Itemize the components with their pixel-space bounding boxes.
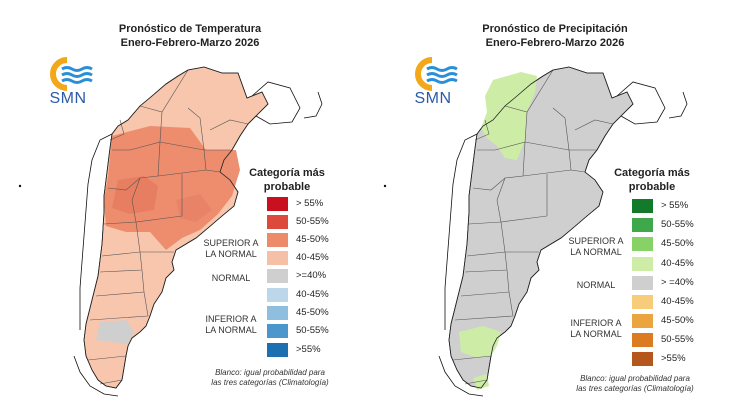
temperature-50-55-spot <box>112 176 158 214</box>
legend-swatch-sup-2 <box>267 215 288 229</box>
smn-logo: SMN <box>38 54 108 110</box>
legend-label-inf-1: 40-45% <box>661 296 694 307</box>
precipitation-40-45-north-region <box>481 72 537 160</box>
precipitation-title: Pronóstico de Precipitación <box>482 23 628 35</box>
legend-label-sup-3: 45-50% <box>661 238 694 249</box>
legend-label-sup-1: > 55% <box>296 198 324 209</box>
neighbor-coast-1 <box>303 91 323 119</box>
legend-label-inf-2: 45-50% <box>661 315 694 326</box>
legend-group-superior: SUPERIOR A LA NORMAL <box>196 238 266 260</box>
legend-label-inf-2: 45-50% <box>296 307 329 318</box>
legend-note-line1: Blanco: igual probabilidad para <box>580 374 690 383</box>
legend-label-sup-2: 50-55% <box>296 216 329 227</box>
neighbor-border-1 <box>251 81 301 125</box>
legend-swatch-sup-4 <box>267 251 288 265</box>
legend-label-sup-2: 50-55% <box>661 219 694 230</box>
legend-title: Categoría más <box>249 167 325 179</box>
coastline-lines <box>438 81 688 397</box>
southern-coast-line <box>438 355 484 397</box>
anomaly-regions <box>96 126 240 344</box>
temperature-normal-region <box>96 320 134 344</box>
legend-swatch-sup-3 <box>632 237 653 251</box>
legend-group-superior-line2: LA NORMAL <box>570 247 622 257</box>
map-dot <box>383 184 387 188</box>
legend-label-inf-4: >55% <box>296 344 321 355</box>
legend-label-inf-3: 50-55% <box>296 325 329 336</box>
legend-group-superior-line1: SUPERIOR A <box>568 236 624 246</box>
precipitation-40-45-tip-region <box>473 374 489 390</box>
legend-swatch-inf-1 <box>267 288 288 302</box>
legend-swatch-sup-1 <box>632 199 653 213</box>
legend-swatch-sup-3 <box>267 233 288 247</box>
legend-label-sup-3: 45-50% <box>296 234 329 245</box>
legend-swatch-inf-3 <box>267 324 288 338</box>
legend-swatch-inf-2 <box>267 306 288 320</box>
legend-swatch-sup-2 <box>632 218 653 232</box>
legend-label-inf-3: 50-55% <box>661 334 694 345</box>
anomaly-regions <box>459 72 537 390</box>
legend-subtitle: probable <box>628 181 676 193</box>
smn-logo: SMN <box>403 54 473 110</box>
legend-group-superior-line1: SUPERIOR A <box>203 238 259 248</box>
legend-swatch-inf-1 <box>632 295 653 309</box>
legend-group-inferior-line2: LA NORMAL <box>205 325 257 335</box>
precipitation-40-45-south-region <box>459 326 501 358</box>
southern-coast-line <box>73 355 119 397</box>
legend-swatch-normal <box>267 269 288 283</box>
legend-group-normal: NORMAL <box>576 280 616 290</box>
legend-note-line2: las tres categorías (Climatología) <box>576 384 694 393</box>
neighbor-border-1 <box>616 81 666 125</box>
legend-label-inf-1: 40-45% <box>296 289 329 300</box>
legend-swatch-inf-4 <box>267 343 288 357</box>
smn-logo-icon <box>415 57 458 91</box>
chile-coast-line <box>444 133 478 330</box>
legend-swatch-inf-3 <box>632 333 653 347</box>
legend-group-normal: NORMAL <box>211 273 251 283</box>
legend-label-inf-4: >55% <box>661 353 686 364</box>
temperature-panel: Pronóstico de Temperatura Enero-Febrero-… <box>18 23 329 397</box>
legend-swatch-sup-4 <box>632 257 653 271</box>
legend-group-inferior-line1: INFERIOR A <box>570 318 622 328</box>
legend-note-line2: las tres categorías (Climatología) <box>211 378 329 387</box>
smn-logo-icon <box>50 57 93 91</box>
precipitation-period: Enero-Febrero-Marzo 2026 <box>485 37 625 49</box>
legend-label-sup-4: 40-45% <box>296 252 329 263</box>
legend-group-inferior-line2: LA NORMAL <box>570 329 622 339</box>
legend-swatch-sup-1 <box>267 197 288 211</box>
legend-label-normal: >=40% <box>296 270 327 281</box>
legend-subtitle: probable <box>263 181 311 193</box>
legend-title: Categoría más <box>614 167 690 179</box>
map-dot <box>18 184 22 188</box>
legend-group-superior: SUPERIOR A LA NORMAL <box>561 236 631 258</box>
legend-group-inferior: INFERIOR A LA NORMAL <box>561 318 631 340</box>
coastline-lines <box>73 81 323 397</box>
chile-coast-line <box>79 133 113 330</box>
neighbor-coast-1 <box>668 91 688 119</box>
legend-group-inferior: INFERIOR A LA NORMAL <box>196 314 266 336</box>
smn-logo-text: SMN <box>414 90 452 107</box>
temperature-map <box>18 66 323 397</box>
legend-label-sup-1: > 55% <box>661 200 689 211</box>
precipitation-map <box>383 66 688 397</box>
legend-swatch-inf-4 <box>632 352 653 366</box>
smn-logo-text: SMN <box>49 90 87 107</box>
temperature-45-50-region <box>104 126 240 250</box>
temperature-period: Enero-Febrero-Marzo 2026 <box>120 37 260 49</box>
temperature-title: Pronóstico de Temperatura <box>118 23 262 35</box>
legend-label-normal: > =40% <box>661 277 694 288</box>
legend-swatch-normal <box>632 276 653 290</box>
legend-note-line1: Blanco: igual probabilidad para <box>215 368 325 377</box>
temperature-45-50-spot <box>176 194 212 222</box>
precipitation-panel: Pronóstico de Precipitación Enero-Febrer… <box>365 0 730 411</box>
legend-label-sup-4: 40-45% <box>661 258 694 269</box>
legend-group-superior-line2: LA NORMAL <box>205 249 257 259</box>
legend-group-inferior-line1: INFERIOR A <box>205 314 257 324</box>
legend-swatch-inf-2 <box>632 314 653 328</box>
